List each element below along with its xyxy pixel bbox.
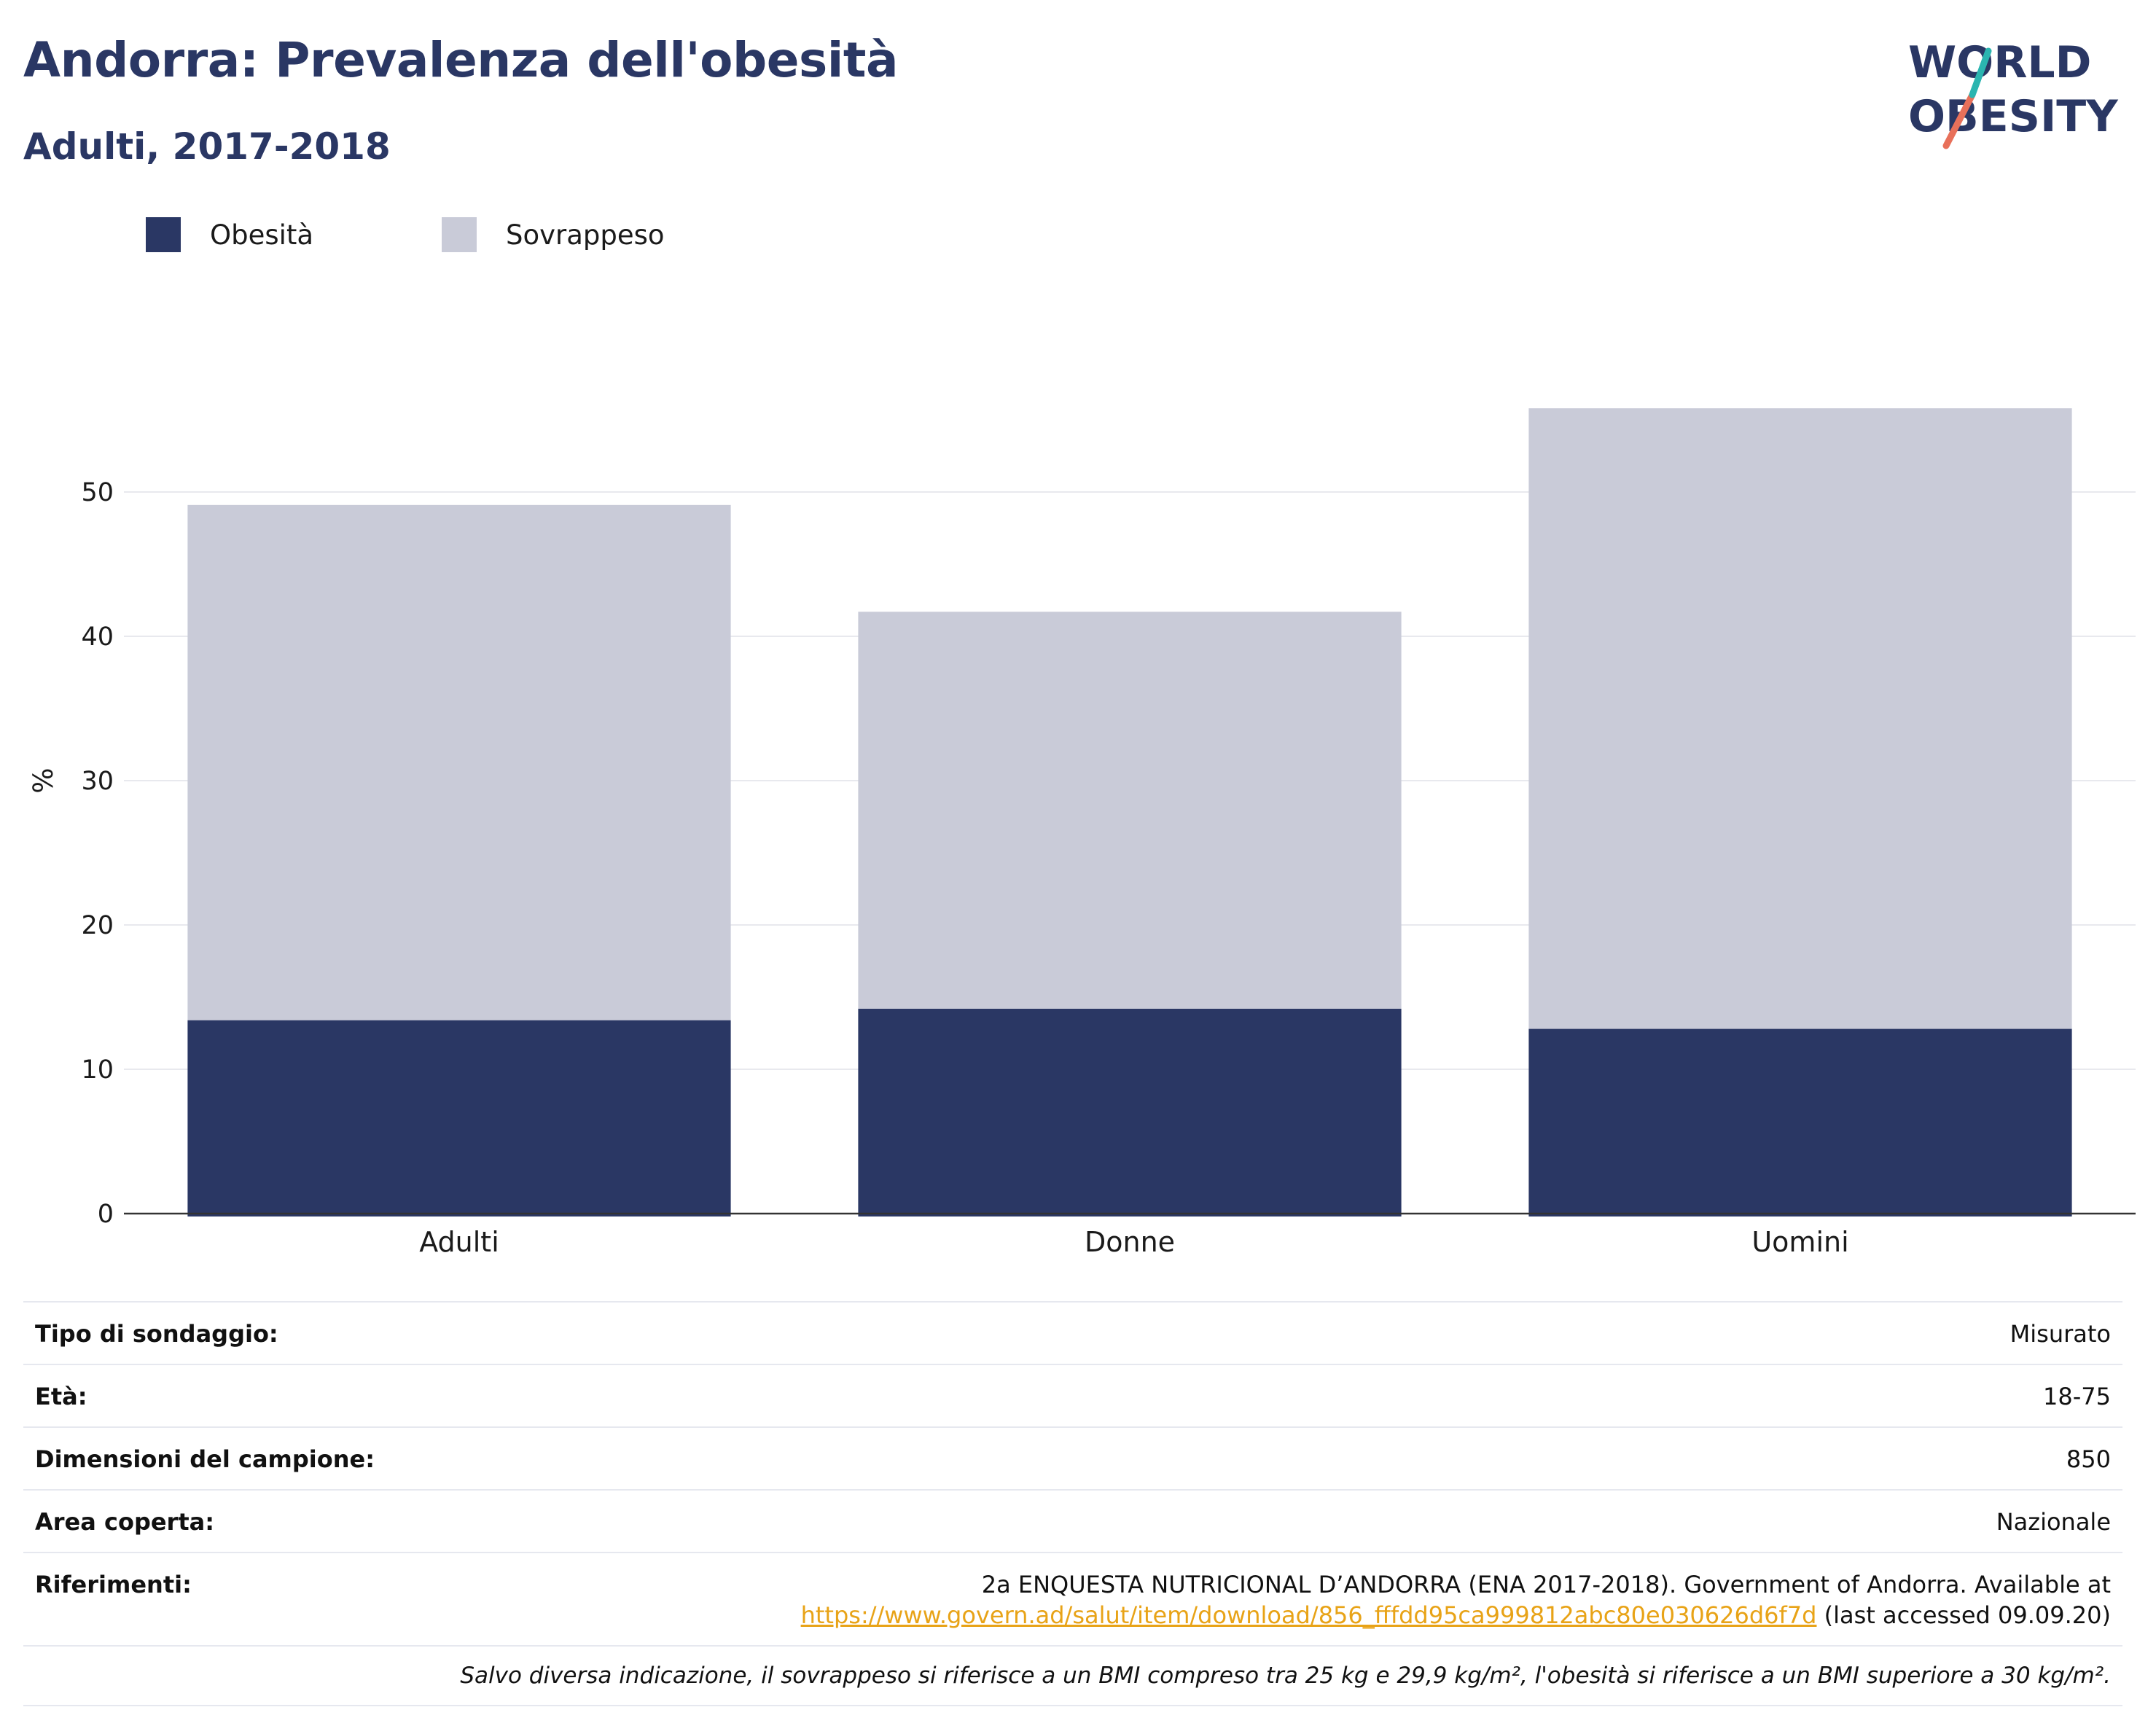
y-tick-label: 30	[81, 767, 114, 796]
legend-item-overweight: Sovrappeso	[442, 216, 665, 254]
info-row-age: Età: 18-75	[23, 1364, 2122, 1426]
logo-line2: OBESITY	[1908, 91, 2119, 142]
y-tick-label: 10	[81, 1055, 114, 1085]
legend-label-obesity: Obesità	[210, 219, 314, 251]
survey-type-value: Misurato	[2009, 1320, 2111, 1348]
x-tick-label: Uomini	[1751, 1226, 1848, 1258]
survey-type-label: Tipo di sondaggio:	[35, 1320, 278, 1348]
bar-overweight-donne	[858, 612, 1402, 1009]
info-row-survey-type: Tipo di sondaggio: Misurato	[23, 1301, 2122, 1364]
bar-obesity-adulti	[187, 1020, 731, 1216]
sample-size-value: 850	[2066, 1445, 2111, 1473]
references-link[interactable]: https://www.govern.ad/salut/item/downloa…	[800, 1601, 1817, 1629]
bar-obesity-uomini	[1528, 1028, 2072, 1216]
age-value: 18-75	[2043, 1383, 2111, 1410]
references-value: 2a ENQUESTA NUTRICIONAL D’ANDORRA (ENA 2…	[801, 1569, 2111, 1630]
legend-label-overweight: Sovrappeso	[506, 219, 665, 251]
references-suffix: (last accessed 09.09.20)	[1816, 1601, 2111, 1629]
y-tick-label: 50	[81, 478, 114, 507]
definition-note: Salvo diversa indicazione, il sovrappeso…	[23, 1645, 2122, 1706]
chart-subtitle: Adulti, 2017-2018	[23, 125, 391, 168]
legend-item-obesity: Obesità	[146, 216, 313, 254]
survey-info-table: Tipo di sondaggio: Misurato Età: 18-75 D…	[23, 1301, 2122, 1706]
legend-swatch-overweight	[442, 217, 477, 252]
world-obesity-logo: WORLD OBESITY	[1908, 37, 2119, 149]
logo-line1: WORLD	[1908, 37, 2091, 88]
bar-overweight-uomini	[1528, 408, 2072, 1029]
y-axis-title: %	[28, 768, 59, 793]
info-row-sample-size: Dimensioni del campione: 850	[23, 1426, 2122, 1489]
references-text: 2a ENQUESTA NUTRICIONAL D’ANDORRA (ENA 2…	[981, 1571, 2111, 1598]
y-tick-label: 20	[81, 911, 114, 940]
legend-swatch-obesity	[146, 217, 181, 252]
bar-obesity-donne	[858, 1008, 1402, 1216]
bar-overweight-adulti	[187, 504, 731, 1020]
age-label: Età:	[35, 1383, 87, 1410]
info-row-references: Riferimenti: 2a ENQUESTA NUTRICIONAL D’A…	[23, 1552, 2122, 1645]
info-row-area: Area coperta: Nazionale	[23, 1489, 2122, 1552]
area-label: Area coperta:	[35, 1508, 215, 1536]
chart-title: Andorra: Prevalenza dell'obesità	[23, 32, 899, 88]
sample-size-label: Dimensioni del campione:	[35, 1445, 375, 1473]
x-tick-label: Donne	[1085, 1226, 1175, 1258]
references-label: Riferimenti:	[35, 1571, 192, 1598]
area-value: Nazionale	[1996, 1508, 2111, 1536]
y-tick-label: 0	[98, 1200, 114, 1229]
x-tick-label: Adulti	[419, 1226, 499, 1258]
stacked-bar-chart: 0 10 20 30 40 50% Adulti Donne Uomini	[28, 408, 2136, 1258]
y-tick-label: 40	[81, 622, 114, 652]
